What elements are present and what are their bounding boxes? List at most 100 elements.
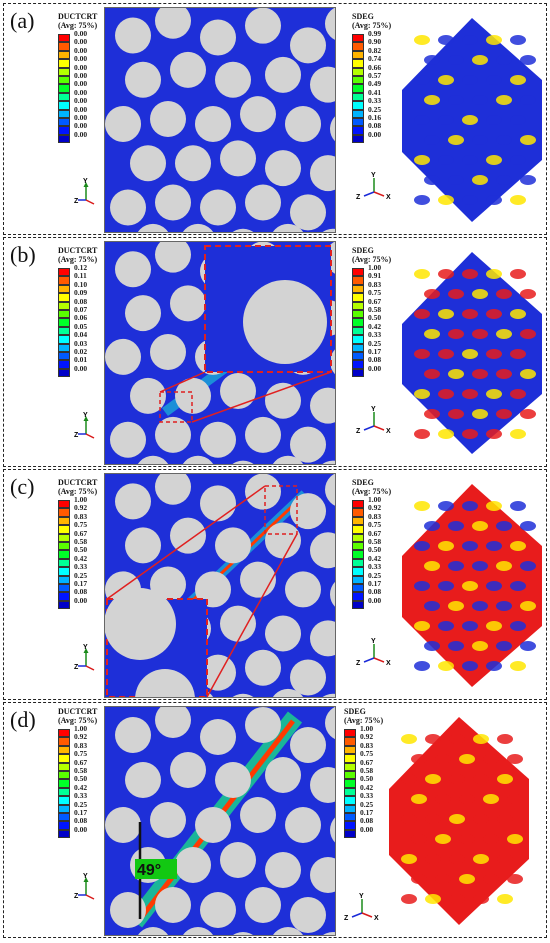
colorbar-swatch — [352, 34, 364, 43]
fiber-segment — [486, 75, 502, 85]
fiber-segment — [472, 369, 488, 379]
fiber-sdeg-3d-view — [402, 252, 542, 454]
colorbar-value: 0.00 — [74, 62, 88, 72]
colorbar-value: 0.03 — [74, 338, 88, 348]
fiber-segment — [472, 409, 488, 419]
colorbar-value: 0.00 — [368, 129, 382, 139]
colorbar-swatch — [58, 310, 70, 319]
colorbar-value: 0.12 — [74, 263, 88, 272]
fiber-cross-section — [200, 485, 236, 522]
fiber-segment — [414, 115, 430, 125]
colorbar-value: 0.00 — [360, 824, 374, 834]
colorbar-swatch — [58, 301, 70, 310]
fiber-segment — [462, 269, 478, 279]
fiber-cross-section — [335, 892, 336, 928]
colorbar-value: 0.33 — [368, 562, 382, 572]
colorbar-value: 1.00 — [368, 263, 382, 272]
fiber-segment — [472, 175, 488, 185]
fiber-segment — [401, 734, 417, 744]
colorbar-swatch — [58, 134, 70, 144]
colorbar-value: 0.33 — [368, 96, 382, 106]
fiber-cross-section — [105, 807, 141, 843]
fiber-cross-section — [125, 295, 161, 332]
colorbar-swatch — [58, 50, 70, 60]
colorbar-swatch — [344, 787, 356, 797]
colorbar-swatch — [58, 729, 70, 738]
colorbar-value: 0.17 — [368, 579, 382, 588]
fiber-cross-section — [155, 184, 191, 221]
colorbar-value: 0.66 — [368, 62, 382, 72]
colorbar-value: 1.00 — [360, 724, 374, 733]
colorbar-value: 0.75 — [74, 749, 88, 759]
fiber-cross-section — [195, 571, 231, 608]
fiber-cross-section — [125, 762, 161, 798]
fiber-cross-section — [110, 189, 146, 226]
colorbar-swatch — [58, 516, 70, 526]
colorbar-swatch — [352, 293, 364, 302]
fiber-segment — [483, 834, 499, 844]
matrix-damage-contour — [104, 473, 336, 698]
colorbar-value: 0.50 — [368, 545, 382, 555]
axis-z-label: Z — [74, 893, 79, 900]
colorbar-swatch — [58, 592, 70, 601]
fiber-segment — [448, 409, 464, 419]
colorbar-swatch — [344, 737, 356, 746]
fiber-segment — [438, 309, 454, 319]
fiber-cross-section — [105, 105, 141, 142]
fiber-segment — [462, 35, 478, 45]
colorbar-value: 0.42 — [368, 321, 382, 331]
colorbar-value: 0.08 — [74, 587, 88, 597]
fiber-segment — [510, 581, 526, 591]
left-legend-title: DUCTCRT — [58, 478, 98, 487]
right-legend-title: SDEG — [344, 707, 366, 716]
fiber-cross-section — [110, 892, 146, 928]
fiber-cross-section — [220, 842, 256, 878]
colorbar-value: 0.25 — [368, 570, 382, 580]
angle-label: 49° — [137, 862, 161, 879]
fiber-segment — [496, 641, 512, 651]
colorbar-swatch — [58, 59, 70, 68]
colorbar-value: 0.00 — [74, 824, 88, 834]
colorbar-value: 0.92 — [74, 503, 88, 513]
axis-x-label: X — [374, 915, 379, 922]
axis-z-label: Z — [74, 432, 79, 439]
fiber-segment — [486, 269, 502, 279]
fiber-segment — [510, 35, 526, 45]
fiber-segment — [472, 55, 488, 65]
fiber-segment — [486, 155, 502, 165]
colorbar-value: 0.09 — [74, 288, 88, 298]
axis-y-label: Y — [371, 406, 376, 413]
fiber-segment — [438, 581, 454, 591]
fiber-segment — [462, 115, 478, 125]
fiber-segment — [473, 854, 489, 864]
fiber-cross-section — [155, 707, 191, 738]
axis-y-label: Y — [83, 873, 88, 880]
colorbar-swatch — [352, 92, 364, 102]
figure-panel-3: (d) DUCTCRT (Avg: 75%) 1.00 0.92 0.83 0.75 0.67… — [3, 702, 547, 938]
colorbar-value: 1.00 — [368, 495, 382, 504]
fiber-segment — [496, 175, 512, 185]
fiber-segment — [462, 501, 478, 511]
colorbar-swatch — [352, 542, 364, 551]
fiber-segment — [411, 754, 427, 764]
fiber-cross-section — [265, 852, 301, 888]
fiber-cross-section — [290, 493, 326, 530]
right-legend: SDEG (Avg: 75%) 0.99 0.90 0.82 0.74 0.66 0.57 0.… — [352, 12, 391, 144]
fiber-cross-section — [310, 620, 335, 657]
fiber-segment — [414, 621, 430, 631]
fiber-segment — [462, 389, 478, 399]
colorbar-value: 0.75 — [360, 749, 374, 759]
fiber-cross-section — [182, 455, 214, 464]
fiber-segment — [510, 389, 526, 399]
colorbar-swatch — [58, 76, 70, 85]
colorbar-swatch — [352, 126, 364, 135]
matrix-damage-contour — [104, 241, 336, 465]
fiber-cross-section — [155, 416, 191, 453]
colorbar-swatch — [58, 779, 70, 788]
fiber-cross-section — [110, 421, 146, 458]
fiber-cross-section — [310, 767, 335, 803]
fiber-segment — [472, 135, 488, 145]
colorbar-swatch — [58, 575, 70, 584]
colorbar-value: 0.00 — [74, 595, 88, 605]
colorbar-swatch — [58, 567, 70, 576]
